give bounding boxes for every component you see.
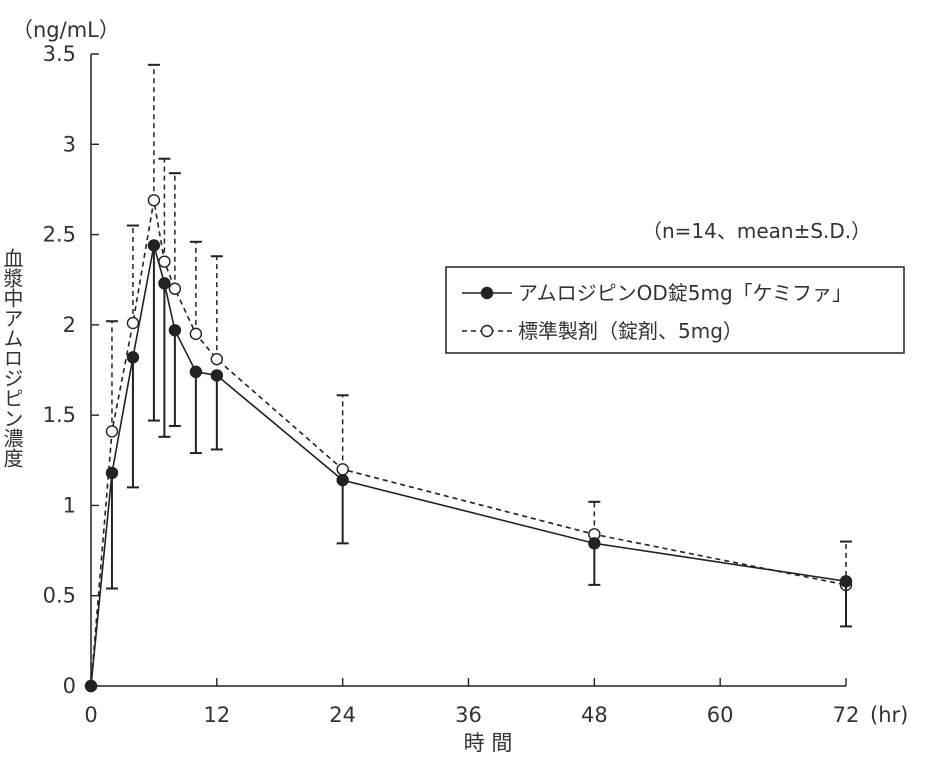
x-tick-label: 24 — [329, 703, 356, 727]
legend-marker-open — [482, 326, 493, 337]
x-tick-label: 48 — [581, 703, 608, 727]
data-point — [127, 318, 138, 329]
y-tick-label: 1.5 — [43, 403, 76, 427]
data-point — [211, 370, 222, 381]
y-tick-label: 0 — [63, 674, 76, 698]
data-point — [169, 283, 180, 294]
y-tick-label: 2 — [63, 313, 76, 337]
axes — [91, 54, 846, 686]
legend: アムロジピンOD錠5mg「ケミファ」 標準製剤（錠剤、5mg） — [446, 267, 904, 353]
x-tick-label: 60 — [707, 703, 734, 727]
data-point — [106, 467, 117, 478]
data-point — [211, 354, 222, 365]
data-point — [106, 426, 117, 437]
data-point — [169, 325, 180, 336]
y-tick-label: 3 — [63, 132, 76, 156]
legend-label-test: アムロジピンOD錠5mg「ケミファ」 — [518, 281, 852, 305]
y-axis-title: 血漿中アムロジピン濃度 — [0, 248, 24, 468]
data-point — [148, 240, 159, 251]
data-point — [337, 475, 348, 486]
x-axis-title: 時 間 — [464, 731, 513, 755]
x-unit-label: (hr) — [870, 703, 908, 727]
x-tick-label: 72 — [833, 703, 860, 727]
data-point — [148, 195, 159, 206]
data-point — [190, 366, 201, 377]
y-tick-label: 0.5 — [43, 584, 76, 608]
y-tick-label: 2.5 — [43, 223, 76, 247]
legend-marker-filled — [482, 288, 493, 299]
y-unit-label: （ng/mL） — [12, 18, 120, 42]
data-point — [159, 256, 170, 267]
y-tick-label: 3.5 — [43, 42, 76, 66]
x-tick-label: 12 — [203, 703, 230, 727]
y-tick-label: 1 — [63, 493, 76, 517]
data-point — [127, 352, 138, 363]
x-tick-label: 36 — [455, 703, 482, 727]
data-point — [337, 464, 348, 475]
data-point — [841, 576, 852, 587]
data-point — [190, 328, 201, 339]
legend-label-reference: 標準製剤（錠剤、5mg） — [518, 319, 743, 343]
series-reference — [86, 65, 853, 692]
series-layer — [86, 65, 853, 692]
data-point — [159, 278, 170, 289]
data-point — [589, 538, 600, 549]
data-point — [86, 681, 97, 692]
x-tick-label: 0 — [84, 703, 97, 727]
sample-note: （n=14、mean±S.D.） — [642, 219, 871, 243]
